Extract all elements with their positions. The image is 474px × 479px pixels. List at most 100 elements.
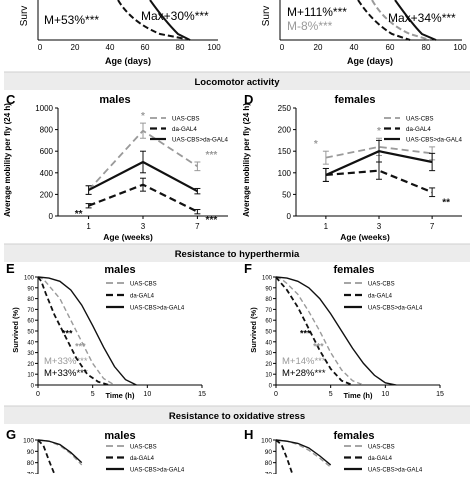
- panel-letter-c: C: [6, 92, 16, 107]
- y-tick-label: 0: [31, 384, 35, 390]
- significance-mark: ***: [62, 328, 73, 338]
- x-tick: 60: [386, 43, 395, 52]
- legend-label: da-GAL4: [406, 126, 431, 133]
- y-tick-label: 50: [265, 330, 272, 336]
- y-tick-label: 0: [49, 212, 54, 221]
- significance-mark: **: [75, 209, 83, 220]
- significance-mark: *: [141, 111, 145, 122]
- chart-panel-e: 0 10 20 30 40 50 60 70 80 90 100 0 5 10 15 ****** UAS-CB…: [24, 276, 206, 399]
- x-tick: 100: [453, 43, 467, 52]
- series-line-UAS-CBS>da-GAL4: [275, 439, 332, 466]
- annotation-m111: M+111%***: [287, 5, 347, 19]
- annotation-f-black: M+28%***: [282, 368, 326, 379]
- panel-title-d: females: [335, 94, 376, 106]
- x-tick-label: 15: [198, 391, 206, 398]
- section-band-locomotor: Locomotor activity: [4, 71, 470, 90]
- x-tick-label: 10: [381, 391, 389, 398]
- annotation-e-gray: M+33%***: [44, 356, 88, 367]
- annotation-m-8: M-8%***: [287, 19, 333, 33]
- y-tick-label: 10: [265, 373, 272, 379]
- significance-mark: ***: [206, 150, 218, 161]
- y-tick-label: 80: [265, 460, 273, 467]
- significance-mark: ***: [300, 328, 311, 338]
- significance-mark: **: [442, 198, 450, 209]
- significance-mark: *: [377, 126, 381, 137]
- y-axis-label-e: Survived (%): [11, 307, 20, 353]
- y-tick-label: 100: [278, 169, 292, 178]
- x-tick: 0: [38, 43, 43, 52]
- section-band-hyperthermia: Resistance to hyperthermia: [4, 243, 470, 262]
- y-tick-label: 100: [261, 438, 272, 445]
- significance-mark: ***: [75, 341, 86, 351]
- x-tick: 100: [207, 43, 221, 52]
- y-tick-label: 250: [278, 104, 292, 113]
- y-tick-label: 1000: [35, 104, 53, 113]
- y-tick-label: 80: [27, 460, 35, 467]
- x-tick-label: 5: [329, 391, 333, 398]
- panel-title-c: males: [99, 94, 130, 106]
- y-tick-label: 90: [27, 449, 35, 456]
- series-line-UAS-CBS: [37, 276, 115, 386]
- section-band-oxidative: Resistance to oxidative stress: [4, 405, 470, 424]
- x-axis-label-d: Age (weeks): [340, 232, 390, 242]
- y-tick-label: 50: [27, 330, 34, 336]
- y-tick-label: 80: [265, 297, 272, 303]
- x-tick-label: 1: [324, 222, 329, 231]
- annotation-max30: Max+30%***: [141, 9, 209, 23]
- panel-title-h: females: [334, 430, 375, 442]
- significance-mark: ***: [313, 341, 324, 351]
- x-tick-label: 15: [436, 391, 444, 398]
- x-tick: 80: [176, 43, 185, 52]
- panel-title-f: females: [334, 264, 375, 276]
- series-line-UAS-CBS: [275, 276, 364, 386]
- series-line-da-GAL4: [275, 439, 294, 475]
- y-tick-label: 50: [282, 190, 291, 199]
- panel-letter-d: D: [244, 92, 253, 107]
- y-tick-label: 70: [27, 308, 34, 314]
- y-tick-label: 30: [265, 351, 272, 357]
- x-tick-label: 5: [91, 391, 95, 398]
- series-line-UAS-CBS: [325, 145, 433, 159]
- survival-curve-uas-cbs-da-gal4: [149, 0, 191, 41]
- series-line-da-GAL4: [275, 276, 353, 386]
- y-tick-label: 200: [278, 126, 292, 135]
- legend-label: da-GAL4: [130, 294, 155, 300]
- band-background: [4, 406, 470, 424]
- x-tick-label: 3: [377, 222, 382, 231]
- series-line-UAS-CBS>da-GAL4: [37, 276, 137, 386]
- legend-label: UAS-CBS: [130, 445, 157, 451]
- panel-letter-f: F: [244, 261, 252, 276]
- panel-letter-e: E: [6, 261, 15, 276]
- legend-label: UAS-CBS: [172, 116, 200, 123]
- legend-label: UAS-CBS>da-GAL4: [406, 137, 462, 144]
- y-tick-label: 100: [24, 276, 35, 282]
- y-tick-label: 60: [265, 319, 272, 325]
- x-ticks: 0 20 40 60 80 100: [38, 43, 221, 52]
- section-title: Resistance to hyperthermia: [175, 249, 300, 260]
- y-tick-label: 200: [40, 190, 54, 199]
- series-line-UAS-CBS>da-GAL4: [37, 439, 83, 464]
- series-line-da-GAL4: [37, 439, 56, 475]
- survival-curve-da-gal4: [117, 0, 187, 40]
- series-line-UAS-CBS>da-GAL4: [275, 276, 397, 386]
- x-tick: 80: [422, 43, 431, 52]
- survival-curve-uas-cbs-da-gal4: [394, 0, 437, 41]
- legend-label: UAS-CBS: [368, 282, 395, 288]
- panel-letter-h: H: [244, 427, 253, 442]
- legend-label: UAS-CBS>da-GAL4: [368, 468, 423, 474]
- x-tick: 40: [350, 43, 359, 52]
- x-tick-label: 1: [86, 222, 91, 231]
- panel-title-g: males: [104, 430, 135, 442]
- y-tick-label: 20: [27, 362, 34, 368]
- significance-mark: ***: [206, 215, 218, 226]
- y-axis-label-f: Survived (%): [249, 307, 258, 353]
- y-axis-label-d: Average mobility per fly (24 h): [242, 103, 251, 217]
- x-axis-label: Age (days): [105, 56, 151, 66]
- legend-label: UAS-CBS>da-GAL4: [368, 306, 423, 312]
- y-tick-label: 30: [27, 351, 34, 357]
- series-line-da-GAL4: [37, 276, 110, 386]
